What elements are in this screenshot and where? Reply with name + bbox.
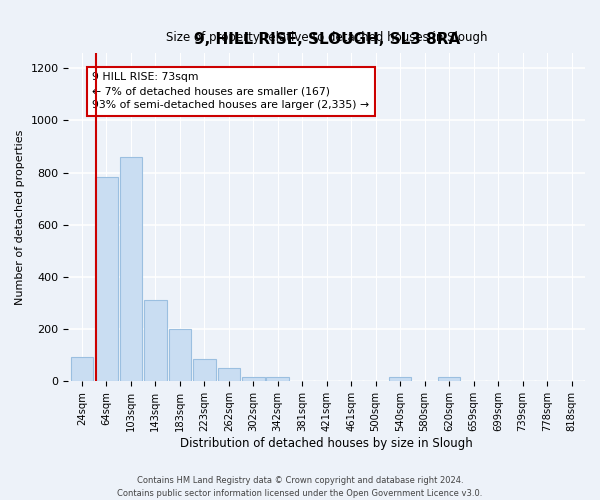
Title: 9, HILL RISE, SLOUGH, SL3 8RA: 9, HILL RISE, SLOUGH, SL3 8RA	[194, 32, 460, 48]
Bar	[291, 381, 313, 382]
Bar	[438, 376, 460, 382]
Bar	[169, 329, 191, 382]
Bar	[95, 176, 118, 382]
Bar	[119, 157, 142, 382]
Bar	[218, 368, 240, 382]
Text: 9 HILL RISE: 73sqm
← 7% of detached houses are smaller (167)
93% of semi-detache: 9 HILL RISE: 73sqm ← 7% of detached hous…	[92, 72, 369, 110]
X-axis label: Distribution of detached houses by size in Slough: Distribution of detached houses by size …	[181, 437, 473, 450]
Bar	[71, 356, 93, 382]
Bar	[389, 376, 412, 382]
Bar	[193, 359, 215, 382]
Bar	[242, 376, 265, 382]
Bar	[144, 300, 167, 382]
Text: Size of property relative to detached houses in Slough: Size of property relative to detached ho…	[166, 32, 487, 44]
Bar	[266, 376, 289, 382]
Y-axis label: Number of detached properties: Number of detached properties	[15, 130, 25, 304]
Text: Contains HM Land Registry data © Crown copyright and database right 2024.
Contai: Contains HM Land Registry data © Crown c…	[118, 476, 482, 498]
